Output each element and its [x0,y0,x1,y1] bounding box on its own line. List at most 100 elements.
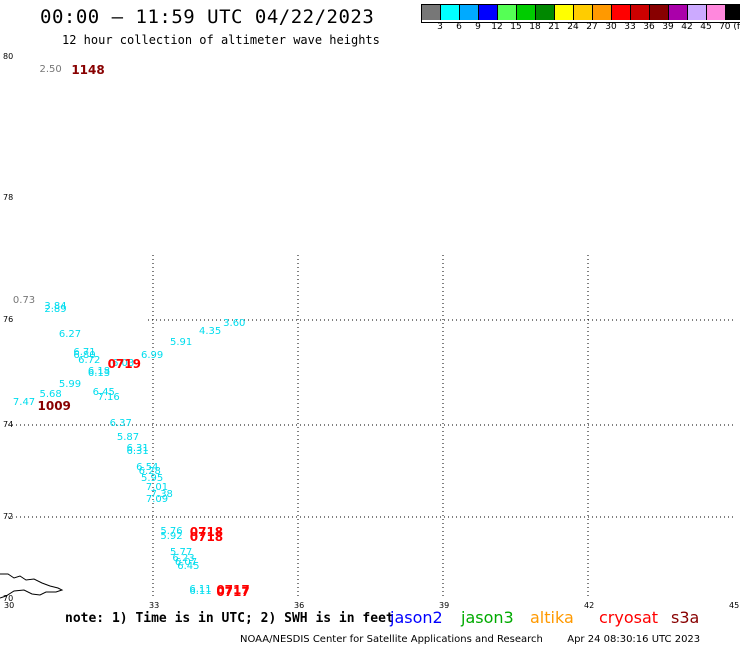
wave-height-value: 6.31 [126,443,149,455]
wave-height-value: 6.28 [138,466,161,478]
coastline [0,573,64,599]
scale-swatch [612,5,631,20]
wave-height-value: 0.73 [12,294,36,306]
wave-height-value: 6.31 [126,445,149,457]
latitude-label: 76 [3,315,14,324]
wave-height-value: 6.80 [73,349,96,361]
wave-height-value: 5.99 [58,378,82,390]
scale-label: 39 [662,22,674,32]
color-scale [421,4,740,23]
pass-time-label: 0719 [107,356,141,371]
wave-height-value: 7.09 [145,493,169,505]
scale-swatch [479,5,498,20]
scale-swatch [707,5,726,20]
wave-height-value: 6.03 [112,357,135,369]
wave-height-value: 3.84 [44,300,67,312]
longitude-label: 42 [584,601,595,610]
scale-label: 18 [529,22,541,32]
footer-org: NOAA/NESDIS Center for Satellite Applica… [240,634,543,645]
wave-height-value: 4.35 [199,326,222,338]
pass-time-label: 1148 [71,63,105,78]
wave-height-value: 6.37 [109,418,132,429]
wave-height-value: 6.23 [172,553,195,565]
satellite-legend-item: jason3 [461,608,514,627]
wave-height-value: 6.71 [73,347,96,359]
wave-height-value: 6.99 [141,349,164,361]
wave-height-value: 2.89 [44,303,67,315]
scale-swatch [422,5,441,20]
wave-height-value: 5.76 [160,526,183,538]
graticule [8,255,733,599]
wave-height-value: 2.50 [39,64,62,76]
latitude-label: 78 [3,193,14,202]
wave-height-value: 6.11 [189,585,212,597]
wave-height-value: 5.68 [39,389,62,401]
scale-label: 33 [624,22,636,32]
scale-label: 27 [586,22,598,32]
scale-label: 9 [475,22,481,32]
scale-label: 24 [567,22,579,32]
satellite-legend-item: jason2 [390,608,443,627]
units-note: note: 1) Time is in UTC; 2) SWH is in fe… [65,611,394,626]
longitude-label: 45 [729,601,740,610]
scale-label: 42 [681,22,693,32]
latitude-label: 74 [3,420,14,429]
wave-height-value: 6.13 [87,368,111,380]
scale-swatch [460,5,479,20]
longitude-label: 39 [439,601,450,610]
wave-height-value: 6.11 [189,583,212,595]
wave-height-value: 5.77 [170,546,193,558]
pass-time-label: 0718 [189,529,224,544]
scale-label: 15 [510,22,522,32]
pass-time-label: 0717 [216,584,250,599]
scale-label: 45 [700,22,712,32]
wave-height-value: 6.07 [174,557,198,569]
scale-label: 12 [491,22,503,32]
latitude-label: 72 [3,512,14,521]
wave-height-value: 7.01 [145,482,169,494]
scale-label: 30 [605,22,617,32]
longitude-label: 33 [149,601,160,610]
scale-swatch [726,5,740,20]
wave-height-value: 5.87 [116,431,140,443]
scale-label: 21 [548,22,560,32]
footer-credit: NOAA/NESDIS Center for Satellite Applica… [240,634,700,645]
map-subtitle: 12 hour collection of altimeter wave hei… [62,33,380,47]
scale-label: 36 [643,22,655,32]
map-title: 00:00 – 11:59 UTC 04/22/2023 [40,6,375,28]
kola-coastline [0,573,64,599]
wave-height-value: 5.92 [160,530,183,542]
scale-swatch [593,5,612,20]
longitude-label: 36 [294,601,305,610]
wave-height-value: 6.18 [87,365,111,377]
scale-swatch [631,5,650,20]
satellite-legend-item: altika [530,608,574,627]
scale-swatch [536,5,555,20]
scale-swatch [517,5,536,20]
pass-time-label: 0717 [216,582,250,597]
footer-timestamp: Apr 24 08:30:16 UTC 2023 [567,634,701,645]
satellite-legend-item: s3a [671,608,700,627]
wave-height-value: 6.27 [58,328,82,340]
pass-time-label: 1009 [37,398,71,413]
scale-swatch [574,5,593,20]
scale-label: 70 (ft) [719,22,740,32]
scale-swatch [498,5,517,20]
longitude-label: 30 [4,601,15,610]
scale-swatch [669,5,688,20]
wave-height-value: 7.16 [97,391,120,403]
scale-label: 6 [456,22,462,32]
scale-swatch [650,5,669,20]
scale-label: 3 [437,22,443,32]
scale-swatch [688,5,707,20]
wave-height-value: 6.45 [92,386,115,398]
wave-height-value: 6.72 [78,355,101,366]
satellite-legend-item: cryosat [599,608,659,627]
latitude-label: 80 [3,52,14,61]
wave-height-value: 3.60 [223,318,246,330]
wave-height-value: 6.54 [136,461,159,473]
wave-height-value: 7.47 [12,397,36,408]
pass-time-label: 0718 [189,525,224,540]
wave-height-value: 6.45 [177,561,200,573]
scale-swatch [555,5,574,20]
